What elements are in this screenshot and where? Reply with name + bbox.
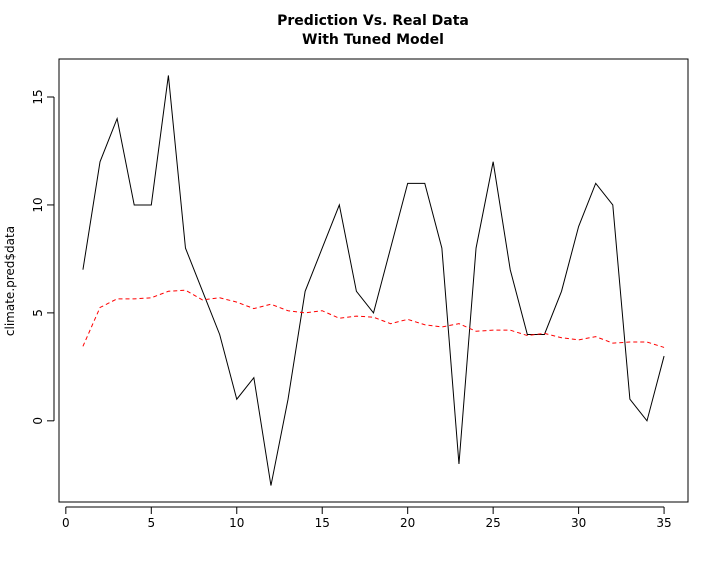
x-tick-label: 30 [571,516,586,530]
y-axis-label: climate.pred$data [3,226,17,336]
x-tick-label: 25 [486,516,501,530]
y-tick-label: 15 [31,89,45,104]
x-tick-label: 5 [147,516,155,530]
y-tick-label: 10 [31,197,45,212]
y-axis: 0 5 10 15 [31,89,55,425]
series-line-1 [82,75,665,486]
x-tick-label: 35 [656,516,671,530]
x-tick-label: 20 [400,516,415,530]
x-tick-label: 15 [315,516,330,530]
series-line-2 [82,289,665,348]
plot-frame [58,58,689,503]
x-tick-label: 0 [62,516,70,530]
x-tick-label: 10 [229,516,244,530]
y-tick-label: 0 [31,417,45,425]
chart-title-line-1: Prediction Vs. Real Data [277,13,469,29]
x-axis: 0 5 10 15 20 25 30 35 [62,506,672,530]
series-layer [82,75,665,486]
chart-title-line-2: With Tuned Model [302,32,444,48]
y-tick-label: 5 [31,309,45,317]
